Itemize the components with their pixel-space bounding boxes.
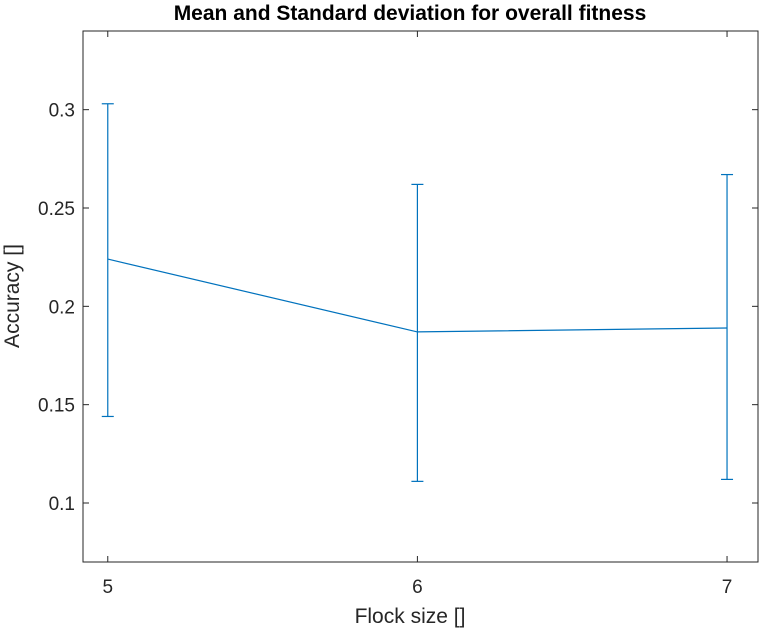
y-axis-ticks: 0.1 0.15 0.2 0.25 0.3 — [38, 101, 758, 515]
data-series — [101, 103, 734, 482]
x-axis-label: Flock size [] — [355, 605, 466, 628]
x-tick-label: 7 — [722, 577, 733, 598]
y-tick-label: 0.25 — [38, 199, 75, 220]
x-axis-ticks: 5 6 7 — [102, 31, 732, 598]
chart-title: Mean and Standard deviation for overall … — [174, 2, 647, 25]
plot-area-frame — [82, 30, 759, 563]
y-tick-label: 0.1 — [49, 494, 75, 515]
y-tick-label: 0.2 — [49, 297, 75, 318]
y-axis-label: Accuracy [] — [1, 244, 24, 348]
x-tick-label: 5 — [102, 577, 113, 598]
y-tick-label: 0.15 — [38, 396, 75, 417]
y-tick-label: 0.3 — [49, 101, 75, 122]
x-tick-label: 6 — [412, 577, 423, 598]
